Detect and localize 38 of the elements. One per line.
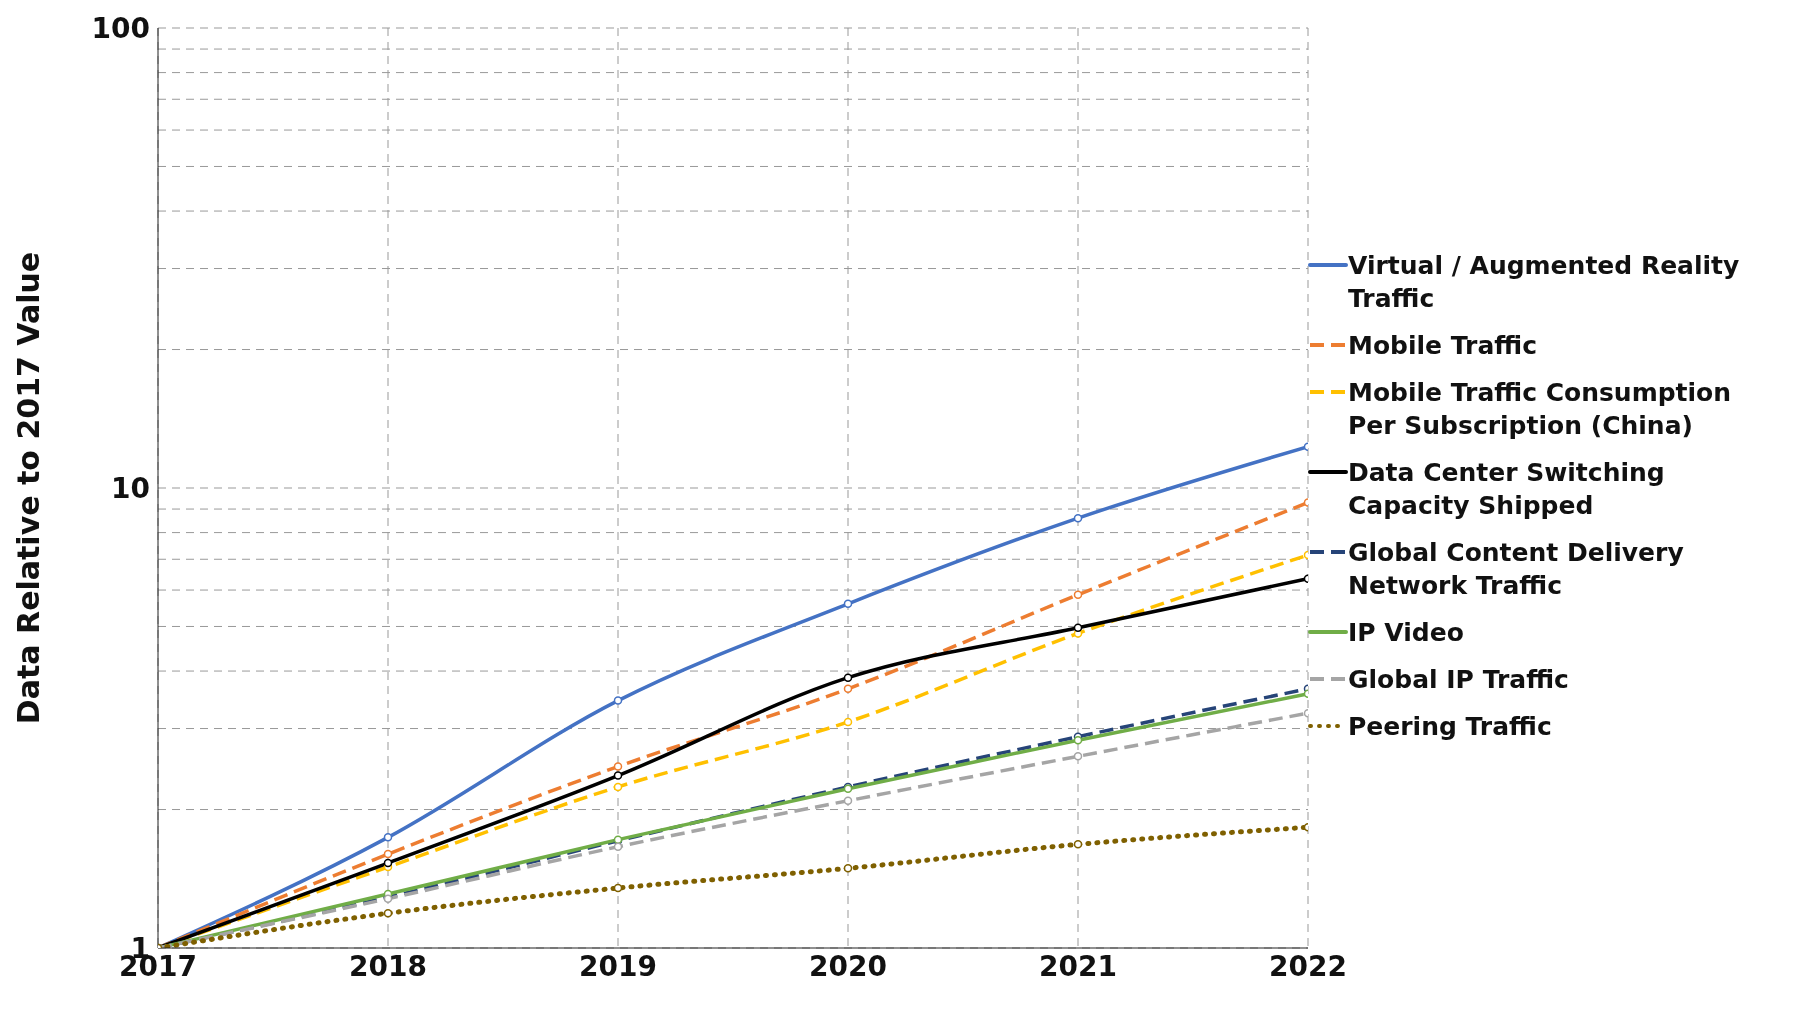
point [1073,513,1083,523]
point [843,717,853,727]
x-tick-label: 2021 [1039,949,1117,983]
point [613,771,623,780]
legend-label: Global IP Traffic [1348,664,1569,696]
y-axis-title: Data Relative to 2017 Value [10,251,46,725]
point [1073,623,1083,632]
x-tick-label: 2019 [579,949,657,983]
point [1073,735,1083,745]
point [843,864,853,873]
legend-label: Peering Traffic [1348,711,1552,743]
point [383,849,393,859]
y-tick-label: 100 [91,11,150,45]
legend-label: Virtual / Augmented Reality Traffic [1348,250,1741,315]
point [843,673,853,682]
y-tick-label: 10 [111,471,150,505]
point [843,796,853,805]
x-tick-label: 2022 [1269,949,1347,983]
point [843,599,853,609]
point [613,762,623,771]
legend-label: Data Center Switching Capacity Shipped [1348,457,1666,522]
point [1073,752,1083,761]
point [613,842,623,851]
point [1073,590,1083,600]
point [843,684,853,694]
legend-label: Mobile Traffic [1348,330,1537,362]
x-tick-label: 2020 [809,949,887,983]
point [383,909,393,918]
legend-label: IP Video [1348,617,1464,649]
point [1073,840,1083,849]
point [613,883,623,893]
legend-label: Global Content Delivery Network Traffic [1348,537,1685,602]
x-tick-label: 2018 [349,949,427,983]
point [613,696,623,705]
point [383,833,393,842]
legend-label: Mobile Traffic Consumption Per Subscription (China) [1348,377,1733,442]
point [613,782,623,792]
point [383,858,393,868]
